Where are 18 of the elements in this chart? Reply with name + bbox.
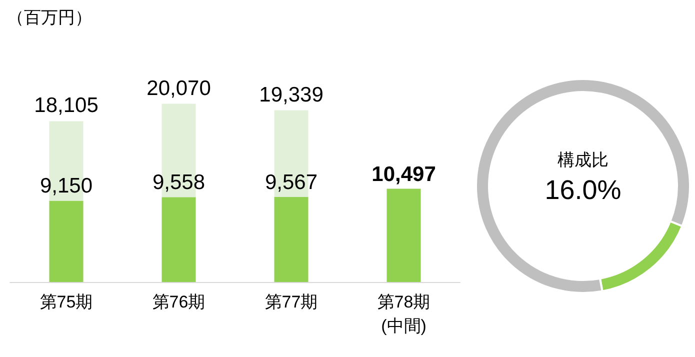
text: 16.0%: [544, 175, 622, 205]
bar: [162, 197, 196, 282]
total-label: 20,070: [146, 76, 211, 100]
total-label: 19,339: [259, 83, 324, 106]
data-label: 10,497: [372, 162, 436, 186]
y-axis-title: （百万円）: [7, 8, 92, 27]
x-tick-label: 第77期: [264, 292, 318, 312]
data-label: 9,567: [264, 171, 318, 194]
x-tick-label: 第76期: [152, 292, 206, 312]
text: 構成比: [558, 150, 608, 170]
x-tick-label: 第78期 (中間): [377, 292, 430, 336]
data-label: 9,558: [152, 171, 206, 194]
data-label: 9,150: [40, 174, 93, 198]
x-tick-label: 第75期: [40, 292, 93, 312]
bar: [386, 188, 421, 282]
total-label: 18,105: [34, 94, 98, 118]
bar: [49, 200, 84, 282]
bar: [274, 197, 308, 282]
